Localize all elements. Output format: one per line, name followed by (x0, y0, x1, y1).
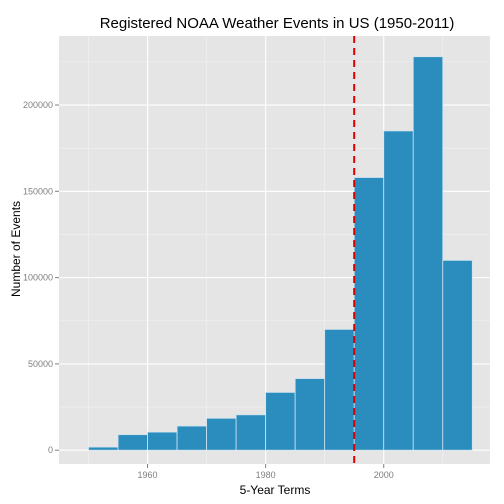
y-tick-label: 0 (48, 445, 53, 455)
histogram-bar (324, 328, 355, 451)
histogram-bar (88, 446, 119, 451)
histogram-bar (353, 177, 385, 451)
y-tick-label: 50000 (28, 359, 53, 369)
y-axis-title: Number of Events (9, 201, 23, 297)
x-tick-label: 1960 (138, 470, 158, 480)
histogram-bar (412, 56, 444, 451)
y-tick-label: 100000 (23, 273, 53, 283)
x-tick-label: 2000 (374, 470, 394, 480)
x-axis-title: 5-Year Terms (240, 483, 311, 497)
histogram-bar (176, 425, 208, 451)
histogram-bar (294, 378, 326, 451)
y-axis-ticks: 0 50000 100000 150000 200000 (23, 100, 59, 455)
histogram-bar (206, 417, 237, 451)
histogram-bar (265, 391, 296, 451)
histogram-bar (147, 431, 178, 451)
y-tick-label: 200000 (23, 100, 53, 110)
chart-title: Registered NOAA Weather Events in US (19… (100, 15, 455, 32)
histogram-bar (235, 414, 267, 451)
histogram-bars (88, 56, 473, 451)
x-axis-ticks: 1960 1980 2000 (138, 464, 394, 480)
x-tick-label: 1980 (256, 470, 276, 480)
histogram-bar (117, 434, 148, 451)
y-tick-label: 150000 (23, 186, 53, 196)
histogram-bar (383, 130, 414, 451)
histogram-bar (442, 259, 473, 451)
